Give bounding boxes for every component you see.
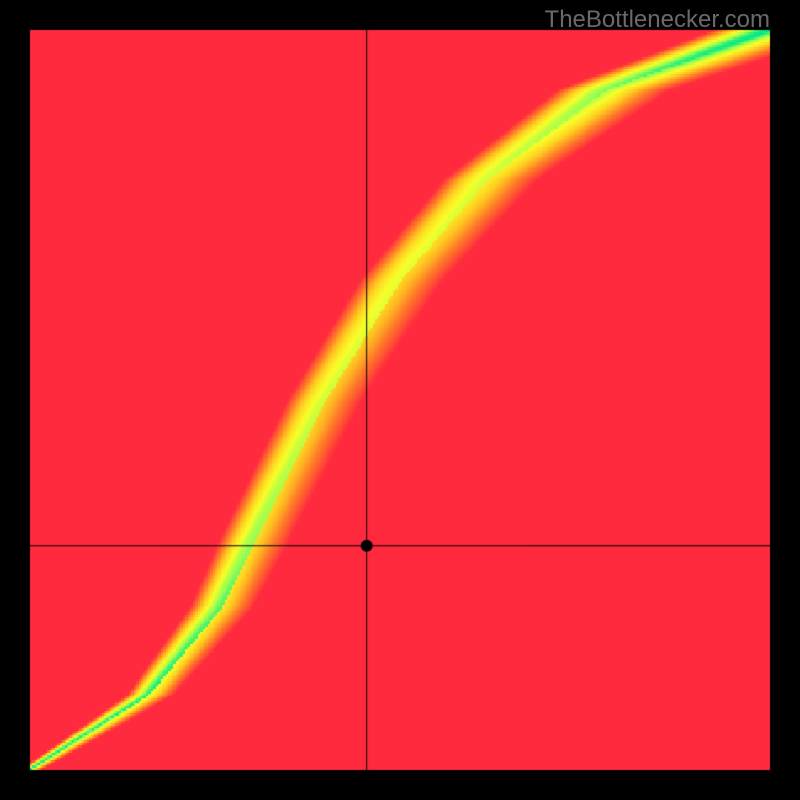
chart-container: TheBottlenecker.com [0,0,800,800]
bottleneck-heatmap-canvas [0,0,800,800]
watermark-text: TheBottlenecker.com [545,6,770,34]
